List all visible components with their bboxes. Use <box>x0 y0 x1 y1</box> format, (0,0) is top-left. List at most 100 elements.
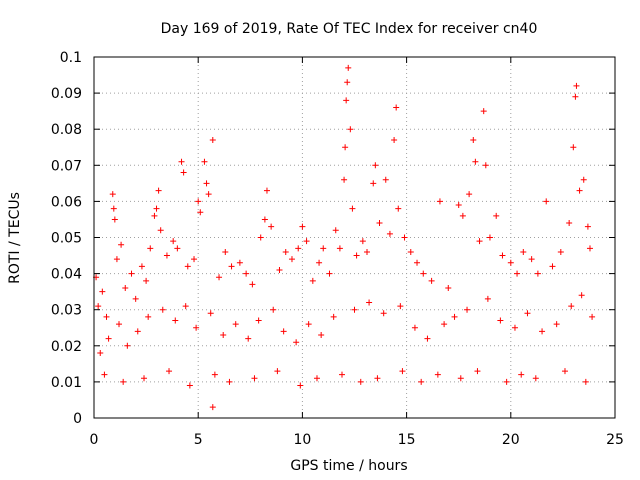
data-point <box>391 137 398 144</box>
data-point <box>411 324 418 331</box>
data-point <box>184 263 191 270</box>
data-point <box>134 328 141 335</box>
data-point <box>110 205 117 212</box>
data-point <box>201 158 208 165</box>
data-point <box>216 274 223 281</box>
data-point <box>172 317 179 324</box>
data-point <box>178 158 185 165</box>
data-point <box>359 238 366 245</box>
data-point <box>151 212 158 219</box>
data-point <box>584 223 591 230</box>
data-point <box>511 324 518 331</box>
data-point <box>128 270 135 277</box>
data-point <box>474 368 481 375</box>
data-point <box>105 335 112 342</box>
data-point <box>166 368 173 375</box>
data-point <box>344 79 351 86</box>
data-points <box>93 64 596 411</box>
data-point <box>342 144 349 151</box>
data-point <box>503 378 510 385</box>
data-point <box>341 176 348 183</box>
data-point <box>163 252 170 259</box>
data-point <box>397 303 404 310</box>
data-point <box>251 375 258 382</box>
x-tick-labels: 0 5 10 15 20 25 <box>90 432 624 448</box>
data-point <box>568 303 575 310</box>
data-point <box>143 277 150 284</box>
data-point <box>180 169 187 176</box>
data-point <box>182 303 189 310</box>
data-point <box>543 198 550 205</box>
data-point <box>103 313 110 320</box>
data-point <box>97 350 104 357</box>
data-point <box>580 176 587 183</box>
data-point <box>205 191 212 198</box>
data-point <box>155 187 162 194</box>
data-point <box>338 371 345 378</box>
data-point <box>349 205 356 212</box>
x-axis-label: GPS time / hours <box>290 458 407 474</box>
data-point <box>195 198 202 205</box>
data-point <box>493 212 500 219</box>
y-tick-labels: 0 0.01 0.02 0.03 0.04 0.05 0.06 0.07 0.08 0.09 0.1 <box>51 50 82 427</box>
data-point <box>418 378 425 385</box>
data-point <box>297 382 304 389</box>
x-tick-label: 15 <box>398 432 416 448</box>
data-point <box>549 263 556 270</box>
data-point <box>203 180 210 187</box>
data-point <box>299 223 306 230</box>
data-point <box>145 313 152 320</box>
data-point <box>589 313 596 320</box>
data-point <box>174 245 181 252</box>
data-point <box>420 270 427 277</box>
data-point <box>572 93 579 100</box>
data-point <box>573 82 580 89</box>
data-point <box>159 306 166 313</box>
y-tick-label: 0.04 <box>51 267 82 283</box>
data-point <box>276 266 283 273</box>
data-point <box>553 321 560 328</box>
data-point <box>249 281 256 288</box>
data-point <box>345 64 352 71</box>
data-point <box>95 303 102 310</box>
data-point <box>424 335 431 342</box>
data-point <box>111 216 118 223</box>
data-point <box>232 321 239 328</box>
data-point <box>514 270 521 277</box>
data-point <box>191 256 198 263</box>
data-point <box>476 238 483 245</box>
data-point <box>141 375 148 382</box>
data-point <box>109 191 116 198</box>
data-point <box>316 259 323 266</box>
data-point <box>207 310 214 317</box>
data-point <box>330 313 337 320</box>
data-point <box>480 108 487 115</box>
data-point <box>482 162 489 169</box>
chart-title: Day 169 of 2019, Rate Of TEC Index for r… <box>161 21 538 37</box>
data-point <box>326 270 333 277</box>
data-point <box>370 180 377 187</box>
data-point <box>374 375 381 382</box>
axis-ticks <box>93 56 616 419</box>
data-point <box>539 328 546 335</box>
data-point <box>101 371 108 378</box>
x-tick-label: 25 <box>606 432 624 448</box>
data-point <box>372 162 379 169</box>
data-point <box>441 321 448 328</box>
data-point <box>209 404 216 411</box>
y-tick-label: 0.05 <box>51 231 82 247</box>
data-point <box>257 234 264 241</box>
data-point <box>395 205 402 212</box>
data-point <box>245 335 252 342</box>
x-tick-label: 5 <box>194 432 203 448</box>
data-point <box>309 277 316 284</box>
data-point <box>434 371 441 378</box>
y-tick-label: 0.02 <box>51 339 82 355</box>
data-point <box>99 288 106 295</box>
data-point <box>578 292 585 299</box>
data-point <box>484 295 491 302</box>
data-point <box>528 256 535 263</box>
data-point <box>464 306 471 313</box>
data-point <box>303 238 310 245</box>
